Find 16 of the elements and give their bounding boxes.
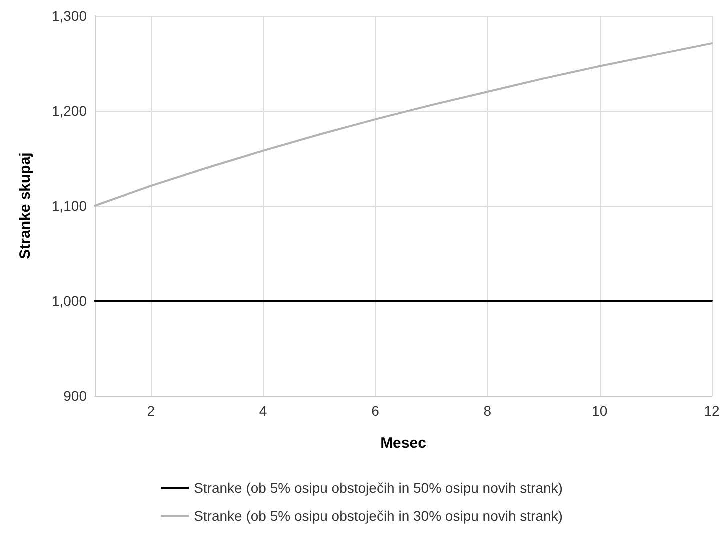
x-tick-label: 12 — [704, 403, 720, 419]
x-tick-label: 4 — [259, 403, 268, 419]
x-axis-title: Mesec — [380, 435, 426, 452]
y-tick-label: 1,300 — [52, 8, 88, 24]
legend-label: Stranke (ob 5% osipu obstoječih in 30% osipu novih strank) — [194, 508, 563, 524]
x-tick-label: 8 — [484, 403, 492, 419]
y-tick-label: 1,000 — [52, 293, 88, 309]
x-tick-label: 10 — [592, 403, 608, 419]
y-tick-label: 1,200 — [52, 103, 88, 119]
x-tick-label: 6 — [372, 403, 380, 419]
y-axis-title: Stranke skupaj — [17, 152, 34, 260]
x-tick-label: 2 — [147, 403, 156, 419]
y-tick-label: 900 — [64, 388, 88, 404]
line-series — [94, 42, 713, 207]
legend-label: Stranke (ob 5% osipu obstoječih in 50% osipu novih strank) — [194, 480, 563, 496]
y-tick-label: 1,100 — [52, 198, 88, 214]
